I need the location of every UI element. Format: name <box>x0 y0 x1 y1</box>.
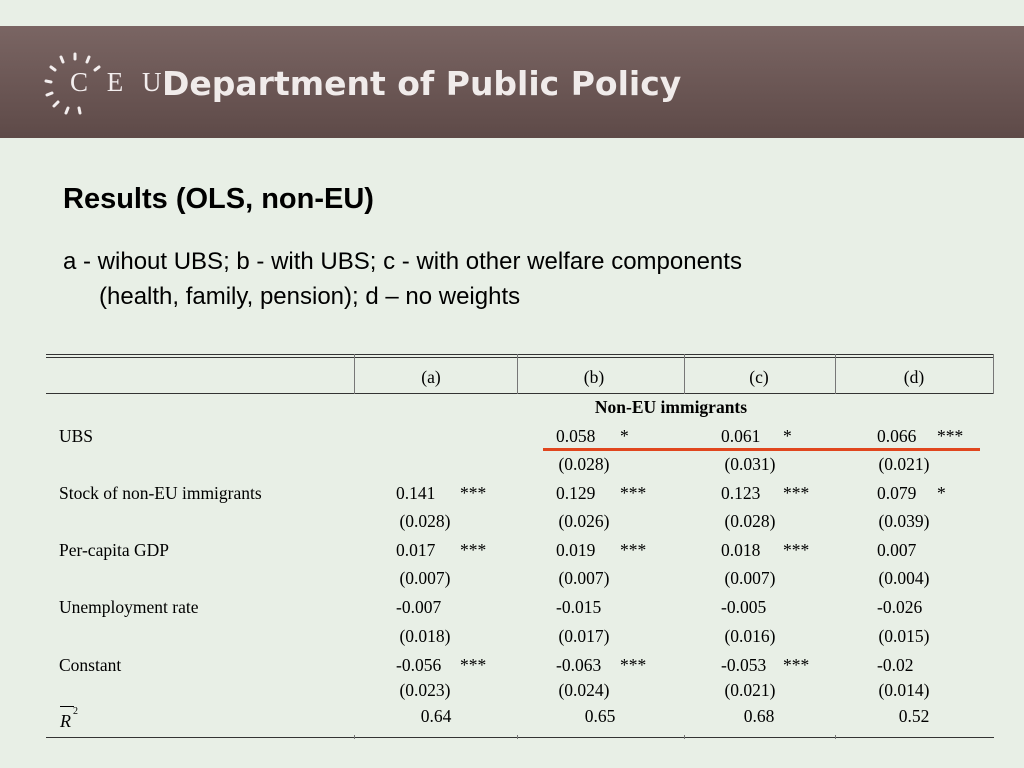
significance-stars-a: *** <box>460 540 487 560</box>
significance-stars-c: *** <box>783 483 810 503</box>
coefficient-a: 0.017 <box>396 540 436 560</box>
coefficient-b: 0.129 <box>556 483 596 503</box>
column-tick <box>517 735 518 739</box>
standard-error-c: (0.007) <box>724 568 776 588</box>
coefficient-d: -0.026 <box>877 597 923 617</box>
coefficient-c: 0.123 <box>721 483 761 503</box>
row-label: Per-capita GDP <box>59 540 169 560</box>
table-header-rule <box>46 393 994 394</box>
coefficient-d: 0.007 <box>877 540 917 560</box>
standard-error-b: (0.028) <box>558 454 610 474</box>
standard-error-b: (0.024) <box>558 680 610 700</box>
coefficient-b: -0.063 <box>556 655 602 675</box>
r-squared-c: 0.68 <box>743 706 775 726</box>
standard-error-c: (0.028) <box>724 511 776 531</box>
column-divider <box>993 354 994 394</box>
column-divider <box>835 354 836 394</box>
coefficient-b: 0.058 <box>556 426 596 446</box>
column-tick <box>684 735 685 739</box>
column-tick <box>835 735 836 739</box>
ceu-logo: C E U <box>40 48 162 118</box>
coefficient-a: 0.141 <box>396 483 436 503</box>
standard-error-d: (0.014) <box>878 680 930 700</box>
header-banner: C E U Department of Public Policy <box>0 26 1024 138</box>
significance-stars-b: * <box>620 426 629 446</box>
standard-error-d: (0.004) <box>878 568 930 588</box>
row-label: UBS <box>59 426 94 446</box>
logo-text: C E U <box>70 67 168 97</box>
coefficient-a: -0.056 <box>396 655 442 675</box>
sunburst-icon <box>44 52 101 115</box>
standard-error-a: (0.028) <box>399 511 451 531</box>
standard-error-c: (0.021) <box>724 680 776 700</box>
significance-stars-a: *** <box>460 655 487 675</box>
coefficient-c: -0.005 <box>721 597 767 617</box>
r-squared-b: 0.65 <box>584 706 616 726</box>
coefficient-d: 0.066 <box>877 426 917 446</box>
column-divider <box>517 354 518 394</box>
subtitle-line-2: (health, family, pension); d – no weight… <box>99 283 521 310</box>
significance-stars-b: *** <box>620 655 647 675</box>
column-divider <box>684 354 685 394</box>
significance-stars-b: *** <box>620 483 647 503</box>
standard-error-d: (0.039) <box>878 511 930 531</box>
coefficient-b: -0.015 <box>556 597 602 617</box>
significance-stars-d: * <box>937 483 946 503</box>
coefficient-a: -0.007 <box>396 597 442 617</box>
significance-stars-b: *** <box>620 540 647 560</box>
standard-error-d: (0.021) <box>878 454 930 474</box>
column-header-b: (b) <box>583 367 605 387</box>
highlight-underline <box>543 448 980 451</box>
column-header-a: (a) <box>421 367 441 387</box>
significance-stars-a: *** <box>460 483 487 503</box>
standard-error-d: (0.015) <box>878 626 930 646</box>
standard-error-b: (0.026) <box>558 511 610 531</box>
department-title: Department of Public Policy <box>162 64 682 103</box>
table-bottom-rule <box>46 737 994 738</box>
standard-error-a: (0.018) <box>399 626 451 646</box>
standard-error-b: (0.017) <box>558 626 610 646</box>
group-header: Non-EU immigrants <box>594 397 748 417</box>
r-squared-a: 0.64 <box>420 706 452 726</box>
slide-title: Results (OLS, non-EU) <box>63 183 374 215</box>
coefficient-d: -0.02 <box>877 655 914 675</box>
r-squared-d: 0.52 <box>898 706 930 726</box>
row-label: Stock of non-EU immigrants <box>59 483 262 503</box>
column-divider <box>354 354 355 394</box>
coefficient-c: 0.018 <box>721 540 761 560</box>
significance-stars-c: *** <box>783 655 810 675</box>
row-label: Constant <box>59 655 122 675</box>
standard-error-c: (0.031) <box>724 454 776 474</box>
column-header-d: (d) <box>903 367 925 387</box>
column-header-c: (c) <box>749 367 769 387</box>
table-top-rule-2 <box>46 357 994 358</box>
coefficient-b: 0.019 <box>556 540 596 560</box>
table-top-rule-1 <box>46 354 994 355</box>
coefficient-c: 0.061 <box>721 426 761 446</box>
row-label: Unemployment rate <box>59 597 199 617</box>
standard-error-a: (0.007) <box>399 568 451 588</box>
significance-stars-c: *** <box>783 540 810 560</box>
subtitle-line-1: a - wihout UBS; b - with UBS; c - with o… <box>63 248 742 275</box>
coefficient-c: -0.053 <box>721 655 767 675</box>
column-tick <box>354 735 355 739</box>
standard-error-c: (0.016) <box>724 626 776 646</box>
standard-error-b: (0.007) <box>558 568 610 588</box>
coefficient-d: 0.079 <box>877 483 917 503</box>
standard-error-a: (0.023) <box>399 680 451 700</box>
significance-stars-d: *** <box>937 426 964 446</box>
significance-stars-c: * <box>783 426 792 446</box>
